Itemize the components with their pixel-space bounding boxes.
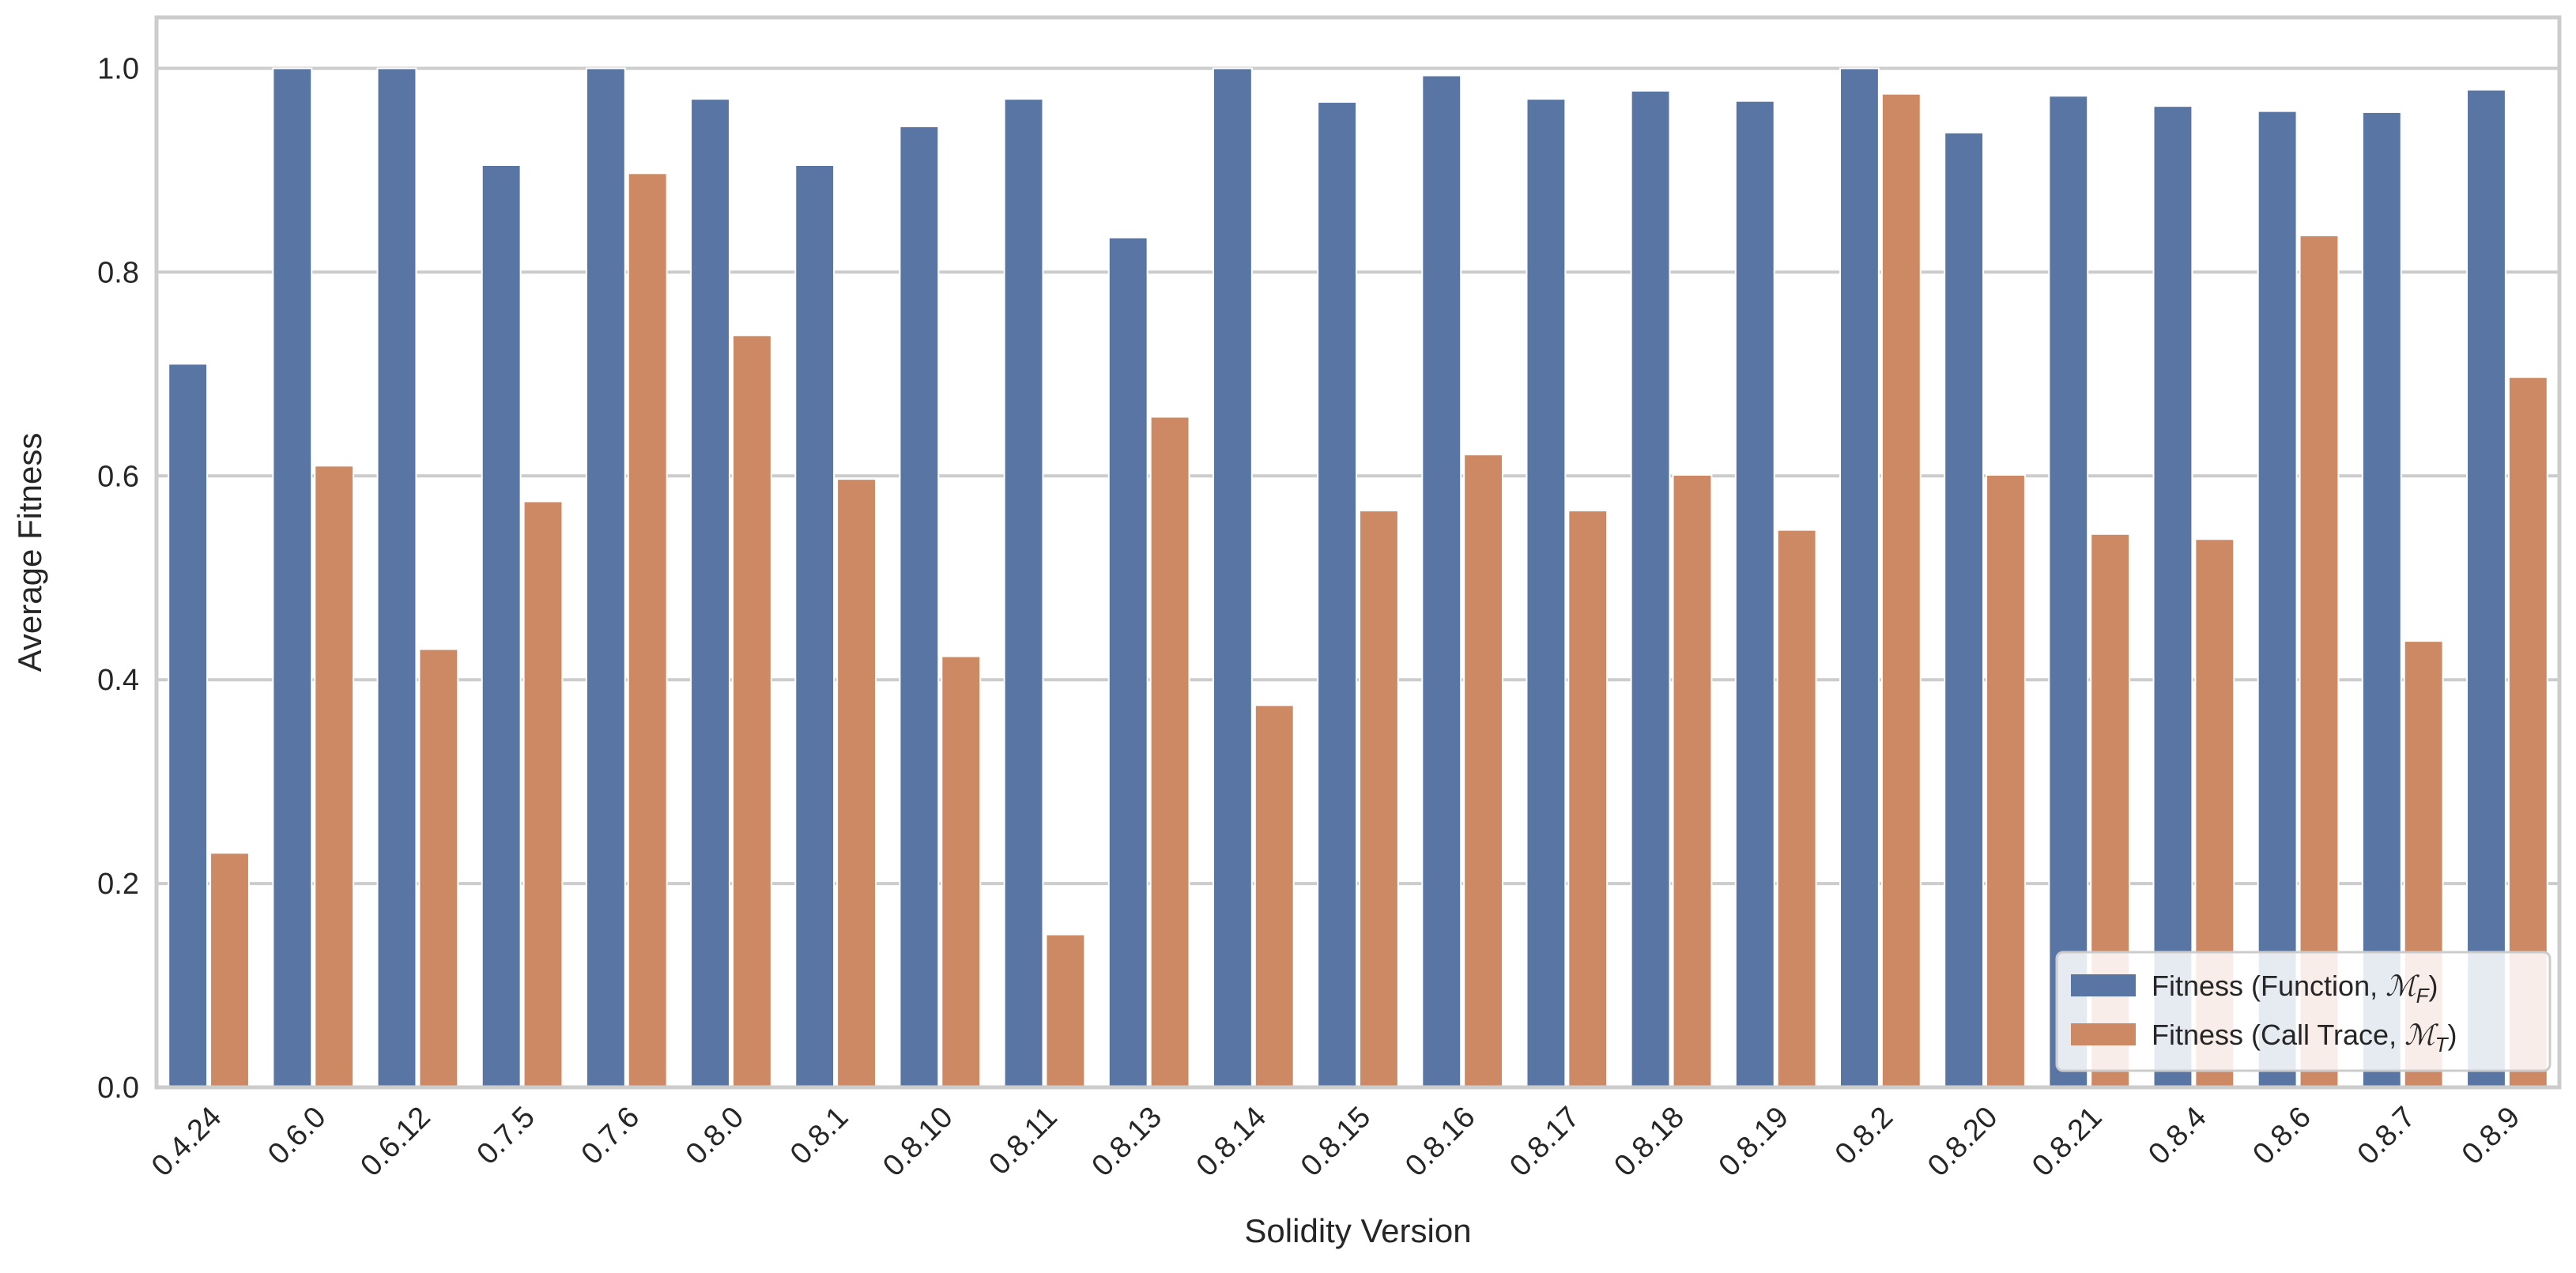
bar-function-0.8.21: [2048, 95, 2089, 1088]
bar-function-0.8.7: [2361, 111, 2402, 1089]
y-tick-label: 1.0: [97, 52, 139, 85]
bar-call-trace-0.8.17: [1567, 510, 1609, 1088]
bar-function-0.8.15: [1317, 101, 1358, 1088]
bar-function-0.8.10: [899, 125, 940, 1089]
x-tick-label: 0.8.1: [784, 1101, 854, 1171]
x-tick-label: 0.6.0: [262, 1101, 332, 1171]
x-tick-label: 0.7.5: [471, 1101, 541, 1171]
bar-call-trace-0.6.0: [314, 465, 355, 1088]
legend-box: [2055, 951, 2551, 1072]
x-tick-label: 0.8.9: [2456, 1101, 2526, 1171]
x-tick-label: 0.8.20: [1922, 1101, 2004, 1183]
bar-function-0.7.6: [585, 67, 626, 1088]
bar-call-trace-0.8.10: [941, 655, 982, 1088]
bar-function-0.8.13: [1107, 236, 1148, 1089]
bar-call-trace-0.8.16: [1463, 454, 1504, 1088]
x-tick-label: 0.8.19: [1713, 1101, 1795, 1183]
bar-call-trace-0.8.19: [1776, 529, 1817, 1088]
bar-function-0.8.9: [2466, 89, 2506, 1089]
bar-function-0.8.2: [1839, 67, 1880, 1088]
bar-function-0.6.12: [376, 67, 417, 1088]
bar-call-trace-0.8.15: [1359, 510, 1399, 1088]
bar-call-trace-0.8.14: [1254, 704, 1295, 1089]
plot-frame: [154, 15, 2562, 1090]
x-tick-label: 0.8.13: [1086, 1101, 1168, 1183]
x-tick-label: 0.8.17: [1503, 1101, 1586, 1183]
legend-swatch: [2071, 974, 2136, 996]
bar-call-trace-0.7.6: [627, 172, 668, 1089]
legend-label: Fitness (Call Trace, ℳT): [2152, 1019, 2457, 1056]
x-tick-label: 0.8.0: [680, 1101, 750, 1171]
x-axis-label: Solidity Version: [1244, 1212, 1471, 1249]
y-axis-ticks: 0.0 0.2 0.4 0.6 0.8 1.0: [97, 52, 139, 1105]
bar-call-trace-0.8.18: [1672, 473, 1713, 1088]
legend: Fitness (Function, ℳF) Fitness (Call Trac…: [2055, 951, 2551, 1072]
bar-function-0.6.0: [272, 67, 313, 1088]
x-axis-ticks: 0.4.24 0.6.0 0.6.12 0.7.5 0.7.6 0.8.0 0.8.1 0.8…: [145, 1101, 2526, 1183]
bar-call-trace-0.8.0: [731, 334, 772, 1088]
x-tick-label: 0.8.7: [2352, 1101, 2422, 1171]
bar-call-trace-0.8.20: [1986, 473, 2026, 1088]
bars: [168, 67, 2548, 1089]
y-tick-label: 0.4: [97, 664, 139, 697]
x-tick-label: 0.8.16: [1399, 1101, 1481, 1183]
x-tick-label: 0.7.6: [575, 1101, 646, 1171]
y-tick-label: 0.8: [97, 256, 139, 289]
bar-call-trace-0.4.24: [209, 852, 250, 1089]
bar-function-0.8.20: [1944, 131, 1985, 1088]
bar-call-trace-0.8.1: [836, 478, 877, 1088]
bar-function-0.8.18: [1630, 89, 1671, 1089]
x-tick-label: 0.8.15: [1295, 1101, 1377, 1183]
bar-call-trace-0.8.2: [1880, 92, 1922, 1089]
x-tick-label: 0.8.14: [1190, 1101, 1273, 1183]
y-axis-label: Average Fitness: [11, 433, 48, 672]
legend-swatch: [2071, 1023, 2136, 1045]
bar-function-0.8.19: [1734, 100, 1775, 1088]
bar-function-0.8.4: [2152, 105, 2193, 1088]
y-tick-label: 0.0: [97, 1072, 139, 1105]
x-tick-label: 0.8.4: [2142, 1101, 2212, 1171]
bar-function-0.8.6: [2257, 110, 2298, 1088]
bar-call-trace-0.8.6: [2299, 234, 2340, 1088]
y-tick-label: 0.2: [97, 868, 139, 901]
x-tick-label: 0.8.18: [1608, 1101, 1690, 1183]
x-tick-label: 0.8.11: [983, 1101, 1063, 1181]
bar-function-0.8.0: [690, 98, 730, 1089]
bar-function-0.8.1: [794, 164, 835, 1088]
x-tick-label: 0.6.12: [354, 1101, 436, 1183]
legend-label: Fitness (Function, ℳF): [2152, 970, 2438, 1007]
bar-call-trace-0.8.13: [1149, 416, 1190, 1088]
x-tick-label: 0.8.6: [2246, 1101, 2317, 1171]
x-tick-label: 0.8.21: [2026, 1101, 2108, 1183]
x-tick-label: 0.4.24: [145, 1101, 228, 1183]
y-tick-label: 0.6: [97, 460, 139, 493]
bar-call-trace-0.8.11: [1045, 933, 1086, 1088]
x-tick-label: 0.8.2: [1829, 1101, 1899, 1171]
bar-call-trace-0.7.5: [522, 500, 564, 1088]
bar-function-0.8.14: [1212, 67, 1253, 1088]
bar-function-0.8.16: [1421, 74, 1462, 1089]
bar-function-0.8.11: [1003, 98, 1044, 1089]
bar-function-0.7.5: [481, 164, 522, 1088]
x-tick-label: 0.8.10: [877, 1101, 959, 1183]
bar-function-0.4.24: [168, 363, 209, 1088]
bar-call-trace-0.6.12: [418, 648, 459, 1088]
bar-function-0.8.17: [1526, 98, 1567, 1089]
